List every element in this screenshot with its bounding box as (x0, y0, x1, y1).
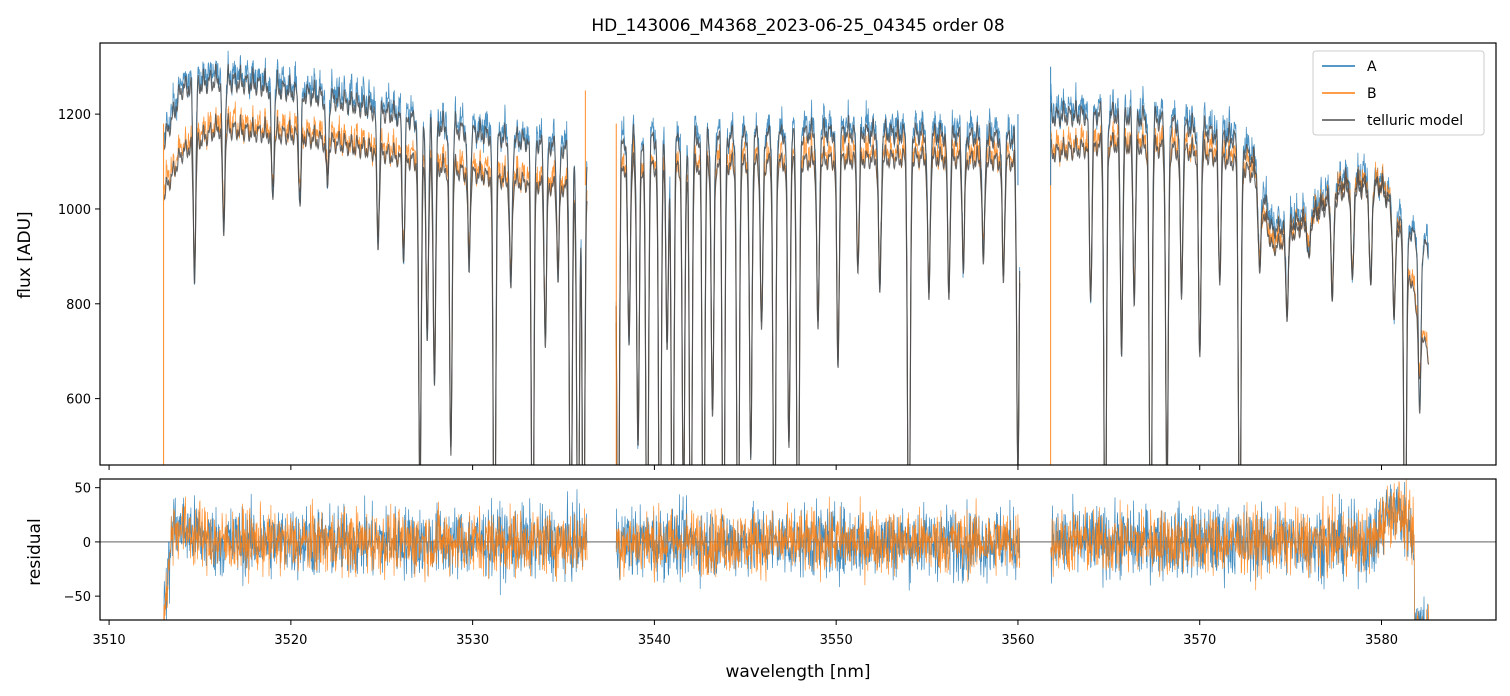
flux-x-ticks (108, 465, 1382, 470)
flux-panel-frame (99, 42, 1497, 466)
legend-label-a: A (1367, 59, 1377, 75)
legend-label-telluric: telluric model (1367, 113, 1463, 129)
legend-label-b: B (1367, 86, 1377, 102)
telluric-model-line (163, 113, 588, 465)
flux-y-tick-label: 800 (66, 298, 91, 313)
residual-b-line (1050, 479, 1430, 620)
residual-y-tick-label: 0 (83, 536, 91, 551)
residual-x-tick-label: 3580 (1365, 633, 1398, 648)
residual-y-tick-label: 50 (74, 482, 91, 497)
telluric-model-line (1050, 132, 1430, 465)
residual-x-tick-label: 3520 (274, 633, 307, 648)
residual-x-tick-label: 3510 (93, 633, 126, 648)
residual-y-ticks: −50 0 50 (64, 482, 100, 605)
telluric-model-line (615, 142, 1021, 465)
residual-x-tick-label: 3530 (456, 633, 489, 648)
flux-panel: 600 800 1000 1200 flux [ADU] A B telluric m… (15, 42, 1497, 470)
residual-plot-area (100, 479, 1496, 620)
residual-panel-frame (99, 478, 1497, 621)
chart-title: HD_143006_M4368_2023-06-25_04345 order 0… (591, 16, 1004, 36)
flux-plot-area (163, 50, 1430, 465)
residual-x-tick-label: 3570 (1183, 633, 1216, 648)
legend-box (1312, 50, 1485, 136)
residual-x-tick-label: 3560 (1001, 633, 1034, 648)
flux-y-tick-label: 1200 (58, 108, 91, 123)
residual-b-line (163, 496, 588, 620)
telluric-model-line (163, 63, 588, 465)
residual-x-ticks: 3510 3520 3530 3540 3550 3560 3570 3580 (93, 620, 1398, 648)
residual-x-tick-label: 3540 (638, 633, 671, 648)
residual-y-axis-label: residual (25, 518, 45, 585)
flux-y-ticks: 600 800 1000 1200 (58, 108, 100, 408)
flux-y-axis-label: flux [ADU] (15, 211, 35, 298)
legend: A B telluric model (1312, 50, 1485, 136)
flux-y-tick-label: 600 (66, 393, 91, 408)
telluric-model-line (615, 115, 1021, 465)
residual-x-tick-label: 3550 (820, 633, 853, 648)
flux-y-tick-label: 1000 (58, 203, 91, 218)
residual-y-tick-label: −50 (64, 590, 91, 605)
residual-b-line (615, 496, 1021, 586)
x-axis-label: wavelength [nm] (725, 662, 870, 682)
